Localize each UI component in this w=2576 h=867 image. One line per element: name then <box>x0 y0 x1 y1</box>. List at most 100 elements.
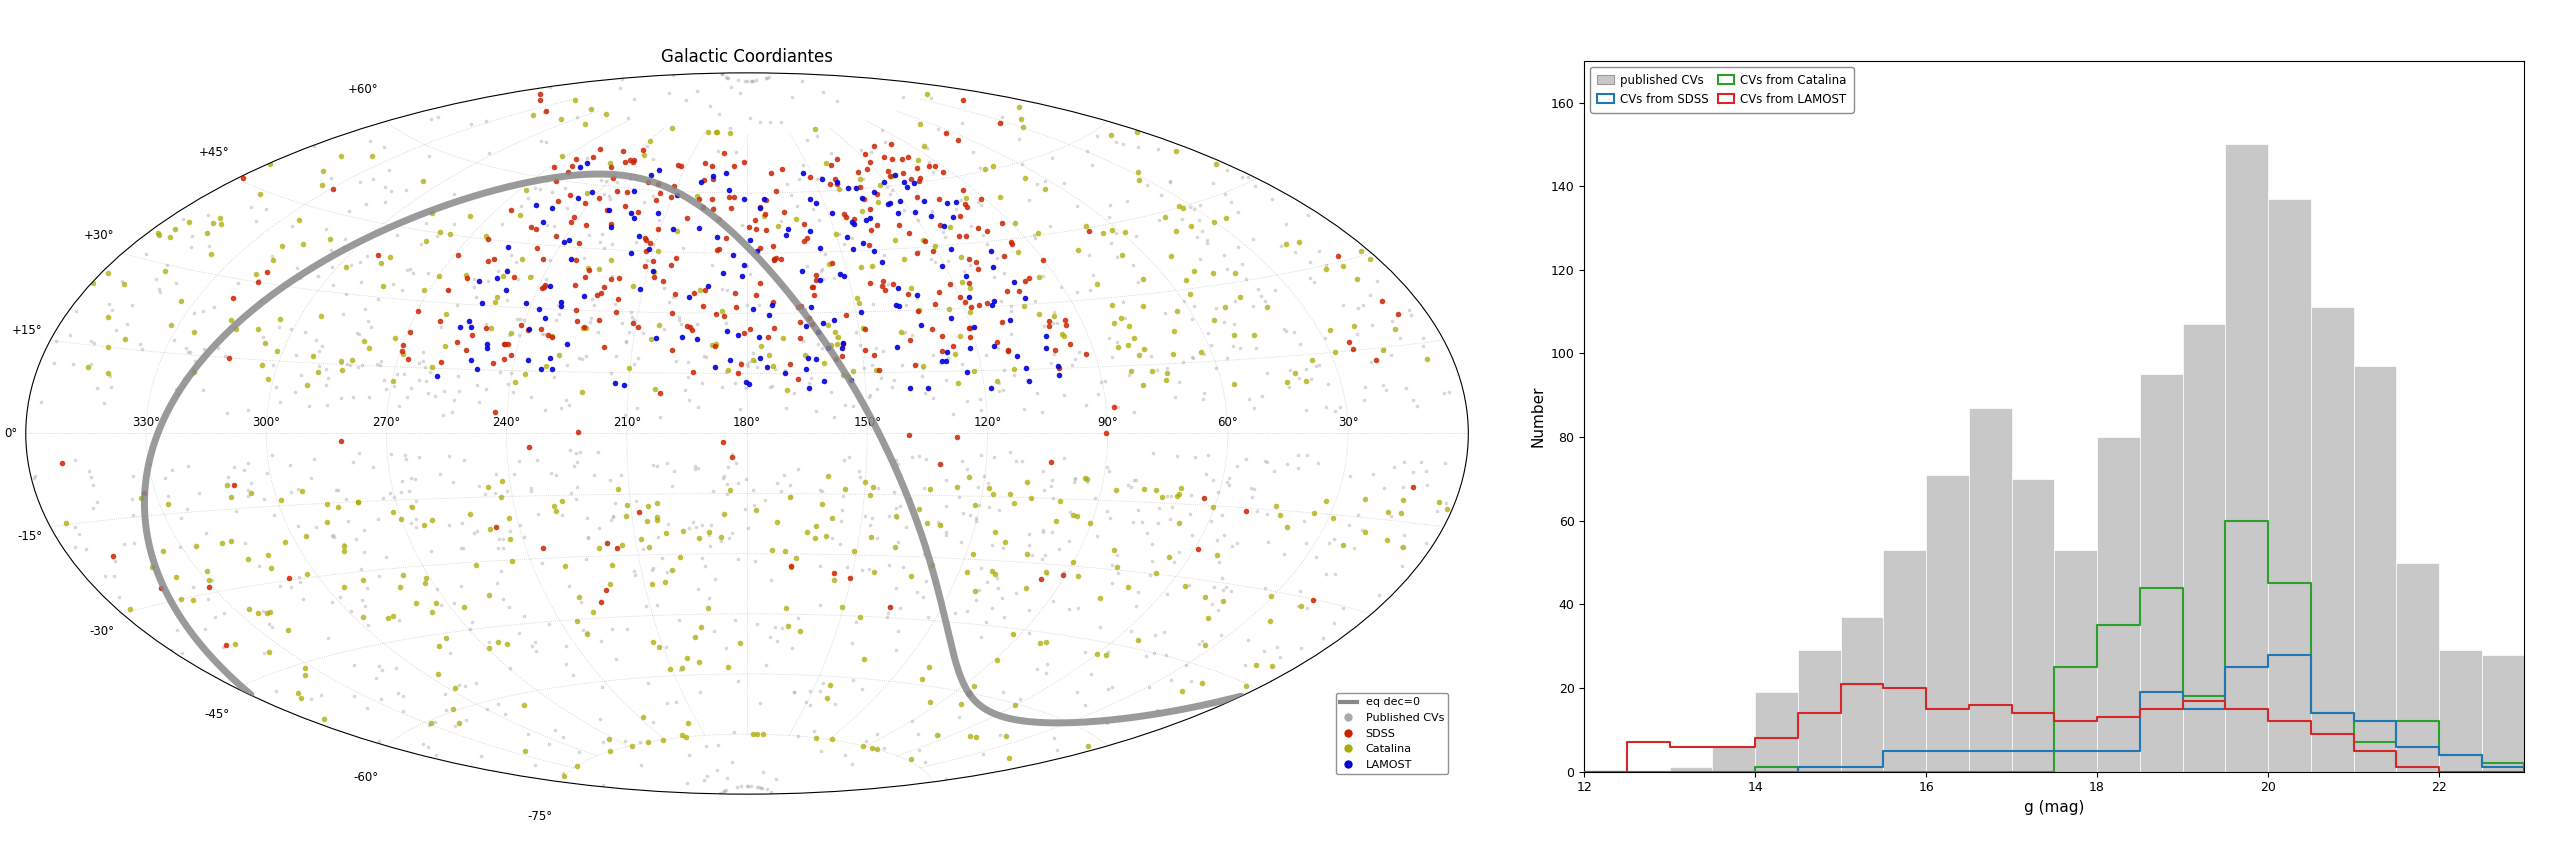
Point <box>489 248 531 262</box>
Point <box>1056 284 1097 298</box>
Point <box>332 689 374 703</box>
Point <box>989 299 1030 313</box>
Point <box>1226 504 1267 518</box>
Point <box>206 407 247 420</box>
Point <box>518 241 559 255</box>
Point <box>1188 611 1229 625</box>
Point <box>227 456 268 470</box>
Point <box>814 352 855 366</box>
Point <box>636 192 677 206</box>
Point <box>415 748 456 762</box>
Point <box>1216 459 1257 473</box>
Point <box>307 378 348 392</box>
Point <box>896 191 938 205</box>
Point <box>649 86 690 100</box>
Point <box>922 355 963 368</box>
Point <box>381 474 422 488</box>
Point <box>425 703 466 717</box>
Point <box>804 356 845 370</box>
Point <box>1048 602 1090 616</box>
Point <box>974 339 1015 353</box>
Point <box>567 151 608 165</box>
Point <box>1427 503 1468 517</box>
Point <box>1211 584 1252 598</box>
Point <box>361 256 402 270</box>
Point <box>1193 580 1234 594</box>
Point <box>706 478 747 492</box>
Point <box>510 220 551 234</box>
Point <box>1229 633 1270 647</box>
Point <box>211 490 252 504</box>
Point <box>1190 514 1231 528</box>
Point <box>827 181 868 195</box>
Point <box>224 537 265 551</box>
Point <box>878 457 920 471</box>
Point <box>1020 552 1061 566</box>
Point <box>489 329 531 342</box>
Point <box>1072 268 1113 282</box>
Point <box>592 558 634 572</box>
Point <box>551 486 592 500</box>
Point <box>963 469 1005 483</box>
Point <box>1213 328 1255 342</box>
Point <box>966 349 1007 362</box>
Point <box>948 252 989 266</box>
Point <box>845 213 886 227</box>
Point <box>1252 192 1293 206</box>
Point <box>824 748 866 762</box>
Point <box>209 470 250 484</box>
Point <box>927 351 969 365</box>
Point <box>252 249 294 263</box>
CVs from Catalina <box>2465 750 2496 760</box>
Point <box>940 209 981 223</box>
Point <box>814 325 855 339</box>
Point <box>332 354 374 368</box>
Point <box>325 580 366 594</box>
Point <box>582 242 623 256</box>
Point <box>976 653 1018 667</box>
Point <box>98 590 139 603</box>
Point <box>1087 716 1128 730</box>
Point <box>312 182 353 196</box>
Point <box>1381 559 1422 573</box>
Point <box>1087 646 1128 660</box>
Point <box>456 558 497 572</box>
Point <box>762 331 804 345</box>
Point <box>940 276 981 290</box>
Point <box>680 685 721 699</box>
Point <box>286 378 327 392</box>
Point <box>291 349 332 363</box>
Point <box>536 468 577 482</box>
Point <box>54 304 95 318</box>
Point <box>1337 327 1378 341</box>
Point <box>474 296 515 310</box>
Point <box>147 498 188 512</box>
Point <box>639 317 680 331</box>
Point <box>786 694 827 708</box>
Point <box>636 513 677 527</box>
Point <box>925 373 966 387</box>
Point <box>1123 378 1164 392</box>
Point <box>595 349 636 362</box>
Point <box>657 158 698 172</box>
CVs from SDSS <box>1783 766 1814 777</box>
CVs from Catalina <box>2380 737 2411 747</box>
Point <box>227 552 268 566</box>
Point <box>992 235 1033 249</box>
Point <box>677 582 719 596</box>
Point <box>1278 371 1319 385</box>
Point <box>595 185 636 199</box>
Point <box>884 560 925 574</box>
Point <box>1015 231 1056 244</box>
Point <box>850 276 891 290</box>
Point <box>1146 489 1188 503</box>
Point <box>1309 377 1350 391</box>
Point <box>969 500 1010 514</box>
CVs from SDSS <box>1569 766 1600 777</box>
Point <box>765 544 806 558</box>
Point <box>907 141 948 155</box>
Point <box>585 583 626 596</box>
Point <box>312 528 353 542</box>
Point <box>657 224 698 238</box>
Point <box>1025 342 1066 355</box>
